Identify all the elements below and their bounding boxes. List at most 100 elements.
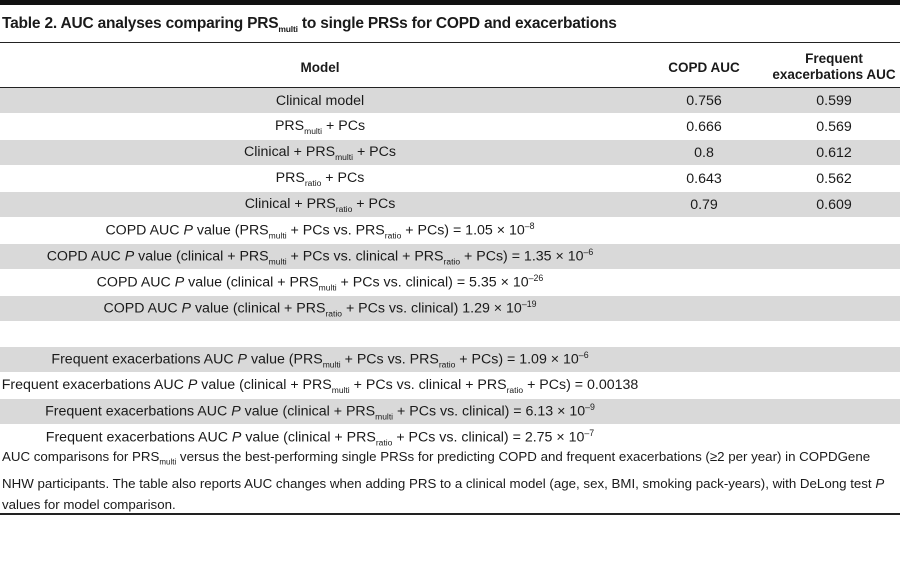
model-cell: Clinical + PRSratio + PCs <box>0 191 640 217</box>
caption-text: Table 2. AUC analyses comparing PRS <box>2 15 279 32</box>
text-fragment: COPD AUC <box>105 222 184 239</box>
empty-cell <box>768 243 900 269</box>
bottom-rule <box>0 513 900 515</box>
copd-auc-cell: 0.79 <box>640 191 768 217</box>
empty-cell <box>640 295 768 321</box>
text-fragment: ratio <box>443 256 461 267</box>
text-fragment: ratio <box>325 308 343 319</box>
freq-auc-cell: 0.569 <box>768 113 900 139</box>
caption-text-end: to single PRSs for COPD and exacerbation… <box>297 15 617 32</box>
text-fragment: P <box>181 300 192 317</box>
pvalue-row: Frequent exacerbations AUC P value (clin… <box>0 424 900 450</box>
text-fragment: ratio <box>335 203 353 214</box>
text-fragment: Frequent exacerbations AUC <box>51 351 238 368</box>
table-footnote: AUC comparisons for PRSmulti versus the … <box>2 446 894 515</box>
text-fragment: PRS <box>275 169 305 186</box>
text-fragment: + PCs vs. clinical) = 5.35 × 10 <box>336 274 529 291</box>
freq-auc-cell: 0.562 <box>768 165 900 191</box>
spacer-row <box>0 321 900 346</box>
pvalue-text: COPD AUC P value (clinical + PRSratio + … <box>104 299 537 319</box>
copd-auc-cell: 0.643 <box>640 165 768 191</box>
pvalue-text: COPD AUC P value (PRSmulti + PCs vs. PRS… <box>105 221 534 241</box>
pvalue-cell: COPD AUC P value (clinical + PRSmulti + … <box>0 243 640 269</box>
top-rule <box>0 0 900 5</box>
text-fragment: P <box>183 222 193 239</box>
text-fragment: value (clinical + PRS <box>134 248 269 265</box>
pvalue-cell: Frequent exacerbations AUC P value (PRSm… <box>0 346 640 372</box>
col-header-model: Model <box>0 47 640 88</box>
text-fragment: multi <box>159 457 177 467</box>
text-fragment: + PCs vs. PRS <box>286 222 385 239</box>
pvalue-cell: Frequent exacerbations AUC P value (clin… <box>0 424 640 450</box>
pvalue-cell: Frequent exacerbations AUC P value (clin… <box>0 398 640 424</box>
pvalue-row: Frequent exacerbations AUC P value (PRSm… <box>0 346 900 372</box>
text-fragment: Frequent exacerbations AUC <box>1 376 188 393</box>
text-fragment: Frequent exacerbations AUC <box>45 429 232 446</box>
empty-cell <box>640 398 768 424</box>
text-fragment: versus the best-performing single PRSs f… <box>2 449 876 491</box>
text-fragment: multi <box>268 230 287 241</box>
freq-auc-cell: 0.609 <box>768 191 900 217</box>
text-fragment: P <box>231 403 241 420</box>
model-cell: Clinical model <box>0 88 640 113</box>
text-fragment: + PCs) = 1.09 × 10 <box>455 351 579 368</box>
empty-cell <box>640 269 768 295</box>
text-fragment: value (PRS <box>192 222 269 239</box>
text-fragment: + PCs vs. clinical + PRS <box>349 376 507 393</box>
pvalue-text: Frequent exacerbations AUC P value (clin… <box>46 428 594 448</box>
freq-auc-cell: 0.599 <box>768 88 900 113</box>
text-fragment: ratio <box>375 437 393 448</box>
col-header-freq-line1: Frequent <box>805 51 863 66</box>
text-fragment: value (clinical + PRS <box>191 300 326 317</box>
empty-cell <box>768 269 900 295</box>
text-fragment: multi <box>304 125 323 136</box>
text-fragment: ratio <box>384 230 402 241</box>
text-fragment: Clinical + PRS <box>243 143 336 160</box>
header-row: Model COPD AUC Frequent exacerbations AU… <box>0 47 900 88</box>
pvalue-text: COPD AUC P value (clinical + PRSmulti + … <box>97 273 544 293</box>
text-fragment: multi <box>318 282 337 293</box>
text-fragment: –8 <box>524 220 535 231</box>
table-row: Clinical + PRSratio + PCs 0.79 0.609 <box>0 191 900 217</box>
text-fragment: ratio <box>304 177 322 188</box>
col-header-freq-line2: exacerbations AUC <box>772 67 896 82</box>
text-fragment: + PCs vs. clinical) = 6.13 × 10 <box>393 403 586 420</box>
empty-cell <box>768 217 900 243</box>
text-fragment: value (clinical + PRS <box>240 403 376 420</box>
text-fragment: –9 <box>585 401 595 412</box>
text-fragment: AUC comparisons for PRS <box>2 449 160 464</box>
text-fragment: –6 <box>583 246 594 257</box>
text-fragment: multi <box>335 151 354 162</box>
text-fragment: P <box>875 475 885 491</box>
pvalue-row: COPD AUC P value (clinical + PRSmulti + … <box>0 269 900 295</box>
table-row: PRSratio + PCs 0.643 0.562 <box>0 165 900 191</box>
pvalue-text: Frequent exacerbations AUC P value (clin… <box>45 402 595 422</box>
text-fragment: –6 <box>578 349 589 360</box>
text-fragment: –19 <box>521 298 537 309</box>
empty-cell <box>640 424 768 450</box>
text-fragment: multi <box>331 384 350 395</box>
text-fragment: Clinical + PRS <box>244 195 336 212</box>
table-caption: Table 2. AUC analyses comparing PRSmulti… <box>2 15 617 34</box>
empty-cell <box>640 217 768 243</box>
text-fragment: Clinical model <box>275 92 365 109</box>
text-fragment: P <box>231 429 242 446</box>
copd-auc-cell: 0.8 <box>640 139 768 165</box>
pvalue-cell: COPD AUC P value (clinical + PRSratio + … <box>0 295 640 321</box>
text-fragment: ratio <box>506 384 524 395</box>
text-fragment: + PCs) = 0.00138 <box>523 376 639 393</box>
text-fragment: multi <box>375 411 394 422</box>
table-row: PRSmulti + PCs 0.666 0.569 <box>0 113 900 139</box>
caption-subscript: multi <box>278 24 298 35</box>
text-fragment: value (clinical + PRS <box>184 274 319 291</box>
pvalue-row: COPD AUC P value (PRSmulti + PCs vs. PRS… <box>0 217 900 243</box>
text-fragment: + PCs <box>353 143 396 160</box>
col-header-freq-auc: Frequent exacerbations AUC <box>768 47 900 88</box>
empty-cell <box>768 295 900 321</box>
text-fragment: COPD AUC <box>46 248 125 265</box>
pvalue-text: Frequent exacerbations AUC P value (PRSm… <box>51 350 588 370</box>
empty-cell <box>640 372 768 398</box>
text-fragment: P <box>174 274 185 291</box>
model-cell: Clinical + PRSmulti + PCs <box>0 139 640 165</box>
empty-cell <box>768 424 900 450</box>
